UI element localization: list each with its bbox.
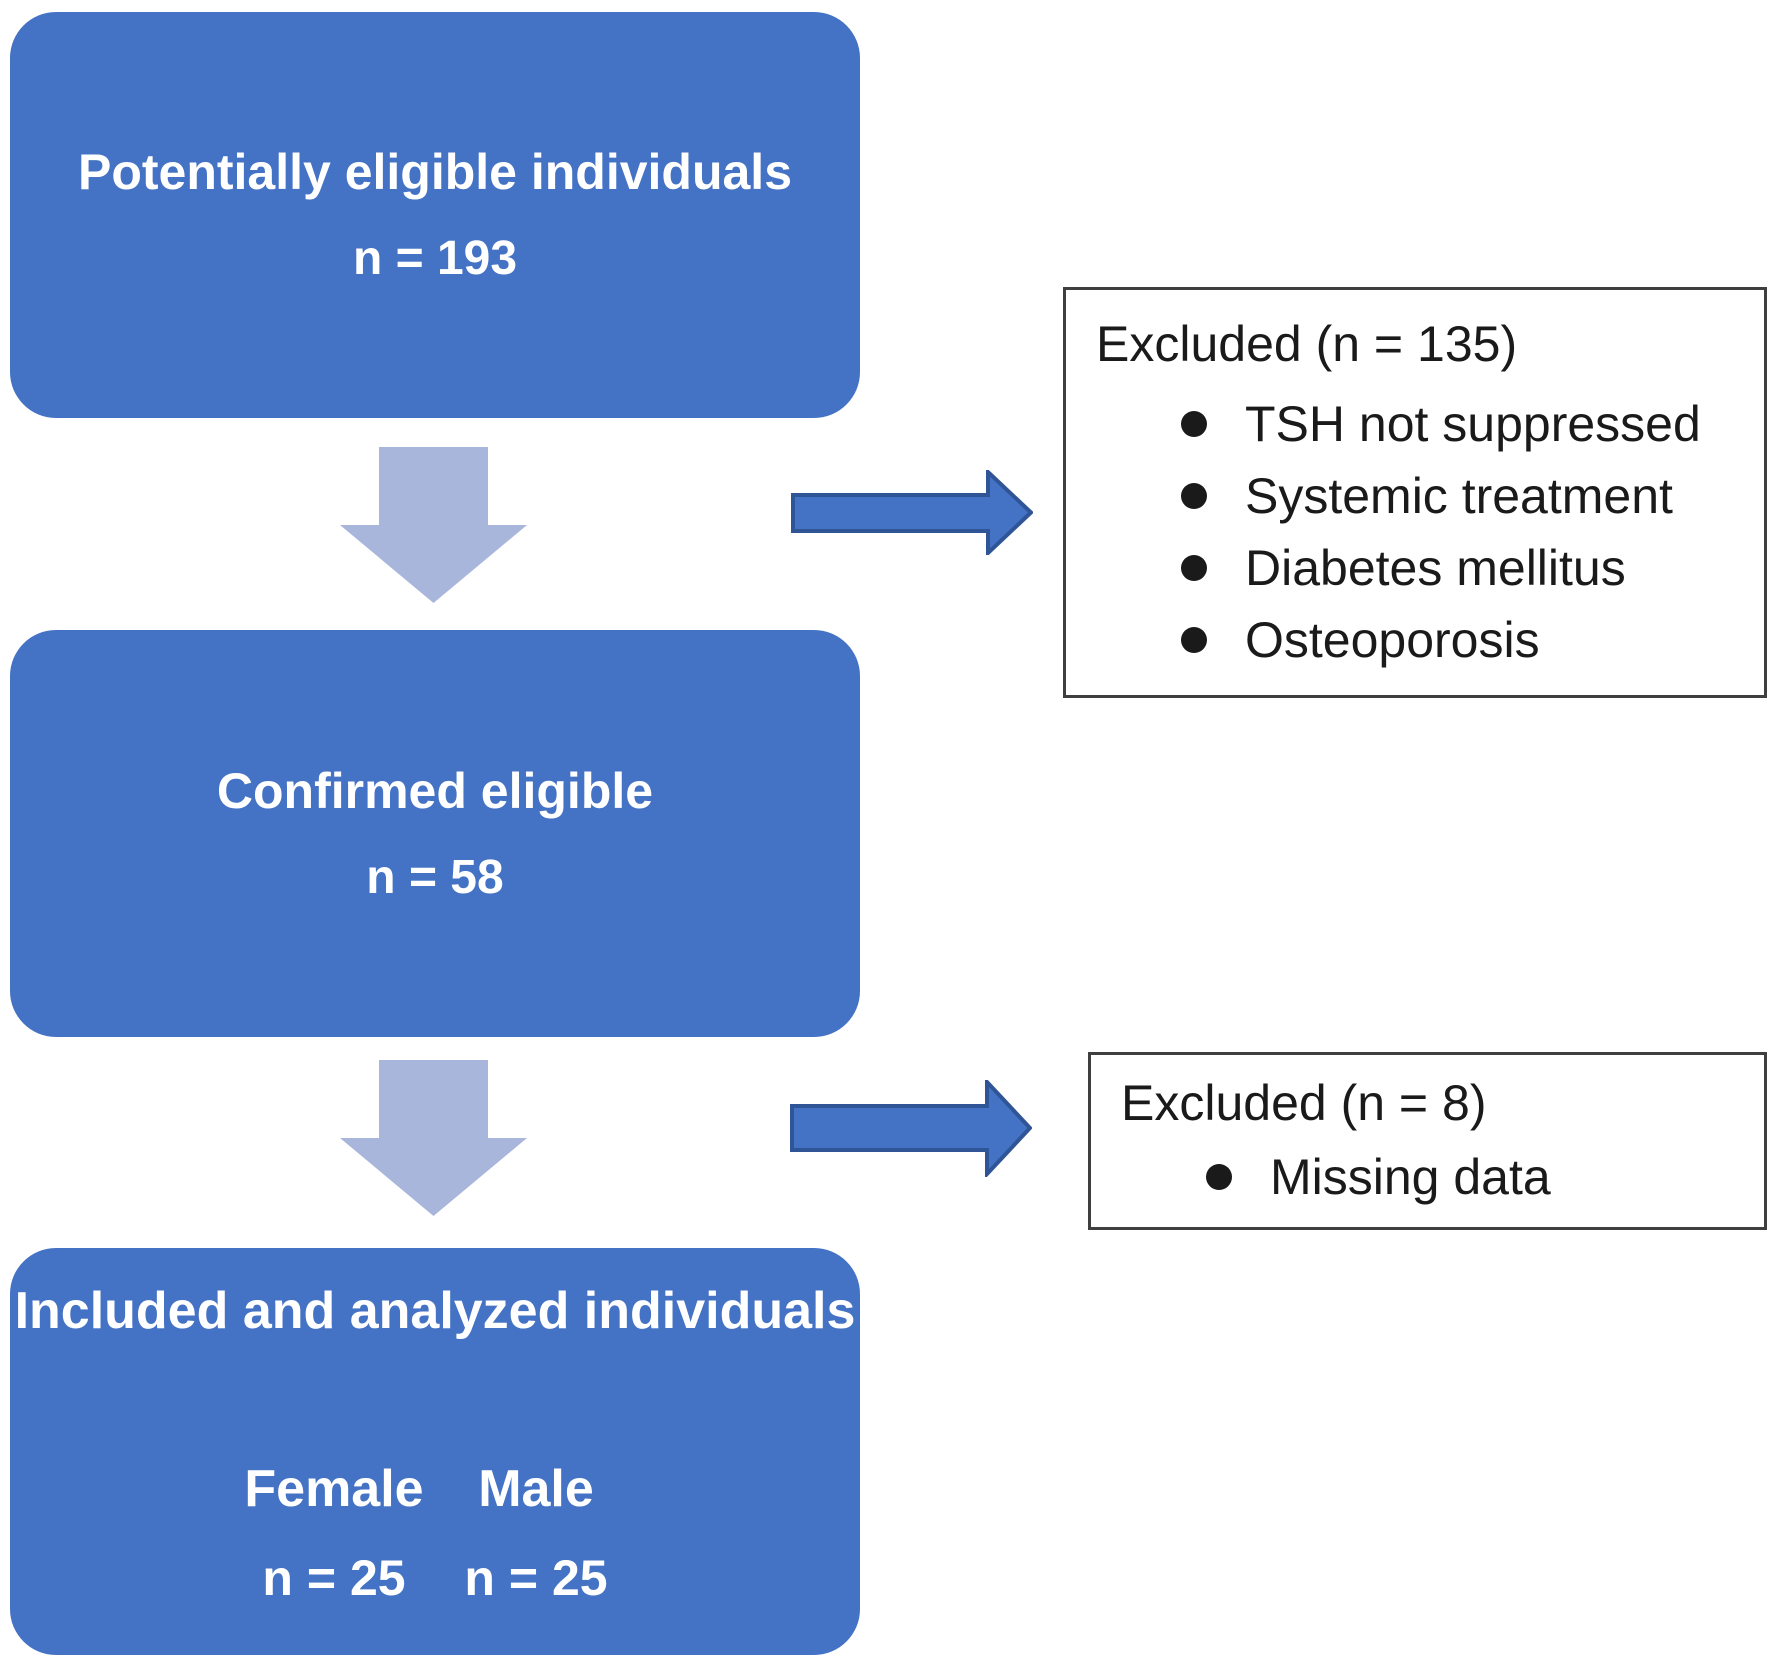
group-count: n = 25 [262, 1550, 406, 1606]
exclusion-box-2: Excluded (n = 8) Missing data [1088, 1052, 1767, 1230]
exclusion-reason-list: Missing data [1121, 1141, 1748, 1213]
bullet-icon [1181, 627, 1207, 653]
flow-box-included-analyzed: Included and analyzed individuals Female… [10, 1248, 860, 1655]
down-arrow-shape-1 [340, 447, 527, 603]
exclusion-title: Excluded (n = 135) [1096, 316, 1518, 372]
group-label: Female [244, 1460, 424, 1518]
exclusion-title: Excluded (n = 8) [1121, 1075, 1487, 1131]
right-arrow-shape-2 [790, 1080, 1032, 1177]
bullet-icon [1206, 1164, 1232, 1190]
exclusion-reason: Missing data [1121, 1141, 1748, 1213]
box-count: n = 193 [352, 232, 518, 285]
right-arrow-shape-1 [791, 470, 1033, 555]
flow-box-confirmed-eligible: Confirmed eligible n = 58 [10, 630, 860, 1037]
sex-groups-row: Female n = 25 Male n = 25 [244, 1460, 624, 1606]
bullet-icon [1181, 555, 1207, 581]
group-count: n = 25 [464, 1550, 608, 1606]
group-female: Female n = 25 [244, 1460, 424, 1606]
exclusion-reason-list: TSH not suppressed Systemic treatment Di… [1096, 388, 1748, 676]
exclusion-box-1: Excluded (n = 135) TSH not suppressed Sy… [1063, 287, 1767, 698]
exclusion-reason: Systemic treatment [1096, 460, 1748, 532]
exclusion-reason: TSH not suppressed [1096, 388, 1748, 460]
group-male: Male n = 25 [448, 1460, 624, 1606]
box-count: n = 58 [366, 850, 504, 904]
exclusion-reason: Diabetes mellitus [1096, 532, 1748, 604]
down-arrow-shape-2 [340, 1060, 527, 1216]
group-label: Male [478, 1460, 594, 1518]
exclusion-reason: Osteoporosis [1096, 604, 1748, 676]
bullet-icon [1181, 483, 1207, 509]
box-title: Confirmed eligible [216, 762, 654, 819]
bullet-icon [1181, 411, 1207, 437]
flow-box-potentially-eligible: Potentially eligible individuals n = 193 [10, 12, 860, 418]
box-title: Included and analyzed individuals [14, 1282, 856, 1340]
box-title: Potentially eligible individuals [77, 144, 793, 200]
